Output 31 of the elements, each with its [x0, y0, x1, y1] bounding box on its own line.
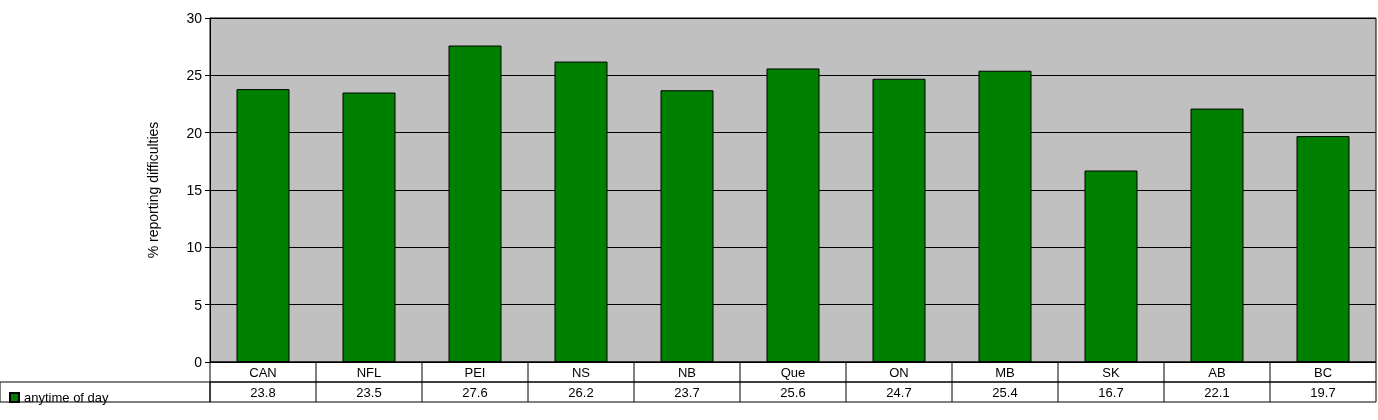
legend-label: anytime of day — [24, 390, 110, 405]
data-label: 23.7 — [674, 385, 700, 400]
y-tick-label: 15 — [186, 182, 203, 198]
data-label: 27.6 — [462, 385, 488, 400]
data-label: 23.5 — [356, 385, 382, 400]
data-label: 26.2 — [568, 385, 594, 400]
x-tick-label: NS — [571, 365, 591, 380]
y-tick-label: 20 — [186, 124, 203, 141]
data-label: 22.1 — [1204, 385, 1230, 400]
x-tick-label: PEI — [464, 365, 486, 380]
data-label: 25.6 — [780, 385, 806, 400]
x-tick-label: ON — [889, 365, 909, 380]
y-tick-label: 30 — [186, 10, 203, 26]
data-label: 16.7 — [1098, 385, 1124, 400]
x-tick-label: MB — [995, 365, 1015, 380]
data-label: 25.4 — [992, 385, 1018, 400]
y-axis-title: % reporting difficulties — [145, 121, 161, 259]
x-tick-label: CAN — [249, 365, 277, 380]
data-label: 19.7 — [1310, 385, 1336, 400]
x-tick-label: NFL — [356, 365, 382, 380]
x-tick-label: BC — [1313, 365, 1333, 380]
y-tick-label: 25 — [186, 67, 203, 84]
y-tick-label: 5 — [194, 296, 203, 313]
x-tick-label: SK — [1102, 365, 1120, 380]
x-tick-label: Que — [780, 365, 806, 380]
y-tick-label: 0 — [194, 354, 203, 370]
x-tick-label: AB — [1208, 365, 1226, 380]
data-label: 24.7 — [886, 385, 912, 400]
x-tick-label: NB — [677, 365, 697, 380]
data-label: 23.8 — [250, 385, 276, 400]
y-tick-label: 10 — [186, 239, 203, 256]
